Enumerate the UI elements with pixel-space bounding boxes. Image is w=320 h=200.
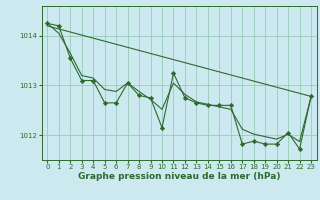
X-axis label: Graphe pression niveau de la mer (hPa): Graphe pression niveau de la mer (hPa) xyxy=(78,172,280,181)
